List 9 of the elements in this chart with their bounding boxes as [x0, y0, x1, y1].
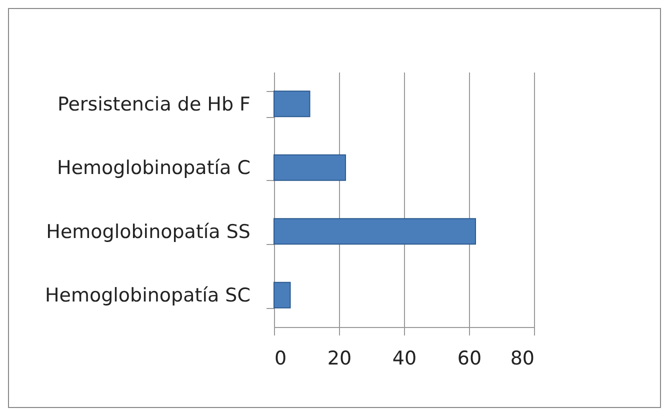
y-tick-label: Hemoglobinopatía C [57, 157, 250, 180]
x-tick-label: 40 [392, 348, 417, 370]
x-tick-label: 20 [327, 348, 352, 370]
x-tick-label: 0 [274, 348, 287, 370]
y-tick-label: Persistencia de Hb F [57, 93, 250, 116]
y-tick-label: Hemoglobinopatía SC [44, 284, 250, 307]
y-tick-label: Hemoglobinopatía SS [46, 220, 250, 243]
x-tick-label: 60 [457, 348, 482, 370]
x-tick-label: 80 [510, 348, 534, 370]
